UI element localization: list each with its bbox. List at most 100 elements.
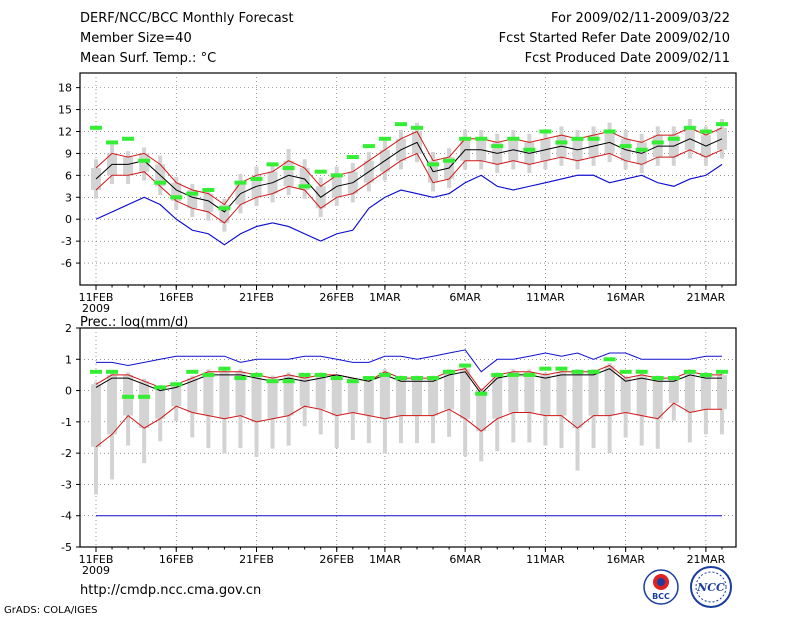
box-bar bbox=[283, 374, 294, 416]
x-tick-label: 21MAR bbox=[687, 553, 726, 566]
box-bar bbox=[604, 365, 615, 416]
box-bar bbox=[123, 157, 134, 176]
obs-marker bbox=[651, 376, 664, 381]
obs-marker bbox=[298, 184, 311, 189]
obs-marker bbox=[619, 144, 632, 149]
obs-marker bbox=[667, 376, 680, 381]
obs-marker bbox=[378, 136, 391, 141]
obs-marker bbox=[603, 357, 616, 362]
upper-percentile-line bbox=[95, 127, 723, 206]
box-bar bbox=[187, 378, 198, 413]
obs-marker bbox=[106, 369, 119, 374]
obs-marker bbox=[667, 136, 680, 141]
obs-marker bbox=[539, 129, 552, 134]
y-tick-label: -3 bbox=[61, 478, 72, 491]
precipitation-panel: -5 -4 -3 -2 -1 0 1 2 11FEB 16FEB 21FEB 26FEB 1MAR 6MA… bbox=[61, 322, 737, 577]
grads-credit: GrADS: COLA/IGES bbox=[4, 605, 98, 616]
box-bar bbox=[395, 378, 406, 416]
temperature-panel: -6 -3 0 3 6 9 12 15 18 11FEB 16FEB 21FEB 26FEB 1MAR 6M… bbox=[58, 72, 737, 315]
refer-date: Fcst Started Refer Date 2009/02/10 bbox=[499, 31, 730, 46]
obs-marker bbox=[202, 372, 215, 377]
obs-marker bbox=[362, 144, 375, 149]
box-bar bbox=[203, 193, 214, 212]
obs-marker bbox=[571, 136, 584, 141]
obs-marker bbox=[266, 379, 279, 384]
obs-marker bbox=[394, 122, 407, 127]
obs-marker bbox=[587, 369, 600, 374]
panel-frame bbox=[79, 72, 737, 286]
obs-marker bbox=[394, 376, 407, 381]
obs-marker bbox=[346, 379, 359, 384]
obs-marker bbox=[587, 136, 600, 141]
obs-marker bbox=[346, 155, 359, 160]
x-tick-label: 11FEB bbox=[79, 553, 114, 566]
year-label: 2009 bbox=[82, 564, 110, 577]
y-tick-label: 2 bbox=[65, 322, 72, 335]
obs-marker bbox=[330, 376, 343, 381]
box-bar bbox=[219, 371, 230, 419]
year-label: 2009 bbox=[82, 302, 110, 315]
ensemble-mean-line bbox=[95, 138, 723, 213]
y-tick-label: 15 bbox=[58, 104, 72, 117]
obs-marker bbox=[282, 379, 295, 384]
obs-marker bbox=[234, 376, 247, 381]
ncc-logo-wreath-icon bbox=[695, 571, 727, 603]
obs-marker bbox=[523, 372, 536, 377]
bcc-logo-text: BCC bbox=[652, 592, 670, 601]
box-bar bbox=[155, 387, 166, 419]
obs-marker bbox=[683, 369, 696, 374]
obs-marker bbox=[427, 376, 440, 381]
obs-marker bbox=[507, 372, 520, 377]
box-bar bbox=[524, 371, 535, 413]
obs-marker bbox=[170, 195, 183, 200]
box-bar bbox=[716, 374, 727, 410]
obs-marker bbox=[138, 394, 151, 399]
obs-marker bbox=[138, 158, 151, 163]
lower-percentile-line bbox=[95, 149, 723, 224]
x-tick-label: 21FEB bbox=[239, 553, 274, 566]
ncc-logo-text: NCC bbox=[696, 581, 725, 594]
box-bar bbox=[347, 378, 358, 413]
obs-marker bbox=[218, 366, 231, 371]
box-bar bbox=[700, 374, 711, 410]
obs-marker bbox=[699, 372, 712, 377]
max-line bbox=[96, 349, 722, 373]
obs-marker bbox=[411, 376, 423, 381]
obs-marker bbox=[170, 382, 183, 387]
box-bar bbox=[668, 378, 679, 404]
box-bar bbox=[283, 160, 294, 187]
y-tick-label: 18 bbox=[58, 82, 72, 95]
bcc-logo-core-icon bbox=[657, 578, 665, 586]
obs-marker bbox=[202, 187, 215, 192]
obs-marker bbox=[378, 372, 391, 377]
obs-marker bbox=[234, 180, 247, 185]
y-tick-label: 6 bbox=[65, 169, 72, 182]
box-bar bbox=[652, 378, 663, 419]
y-tick-label: -3 bbox=[61, 235, 72, 248]
obs-marker bbox=[475, 136, 488, 141]
box-bar bbox=[492, 374, 503, 419]
x-tick-label: 21MAR bbox=[687, 291, 726, 304]
obs-marker bbox=[443, 158, 456, 163]
obs-marker bbox=[106, 140, 119, 145]
obs-marker bbox=[362, 376, 375, 381]
box-bar bbox=[251, 374, 262, 422]
obs-marker bbox=[715, 122, 728, 127]
upper-percentile-line bbox=[95, 364, 722, 392]
x-tick-label: 11FEB bbox=[79, 291, 114, 304]
y-tick-label: -4 bbox=[61, 510, 72, 523]
box-bar bbox=[203, 371, 214, 416]
obs-marker bbox=[683, 125, 696, 130]
obs-marker bbox=[411, 125, 423, 130]
box-bar bbox=[139, 381, 150, 429]
y-tick-label: 9 bbox=[65, 147, 72, 160]
obs-marker bbox=[491, 372, 504, 377]
obs-marker bbox=[475, 391, 488, 396]
x-tick-label: 1MAR bbox=[369, 553, 401, 566]
box-bar bbox=[684, 371, 695, 413]
box-bar bbox=[476, 390, 487, 432]
ncc-logo-ring bbox=[690, 566, 732, 608]
x-tick-label: 6MAR bbox=[449, 291, 481, 304]
box-bar bbox=[572, 371, 583, 429]
box-bar bbox=[315, 374, 326, 410]
